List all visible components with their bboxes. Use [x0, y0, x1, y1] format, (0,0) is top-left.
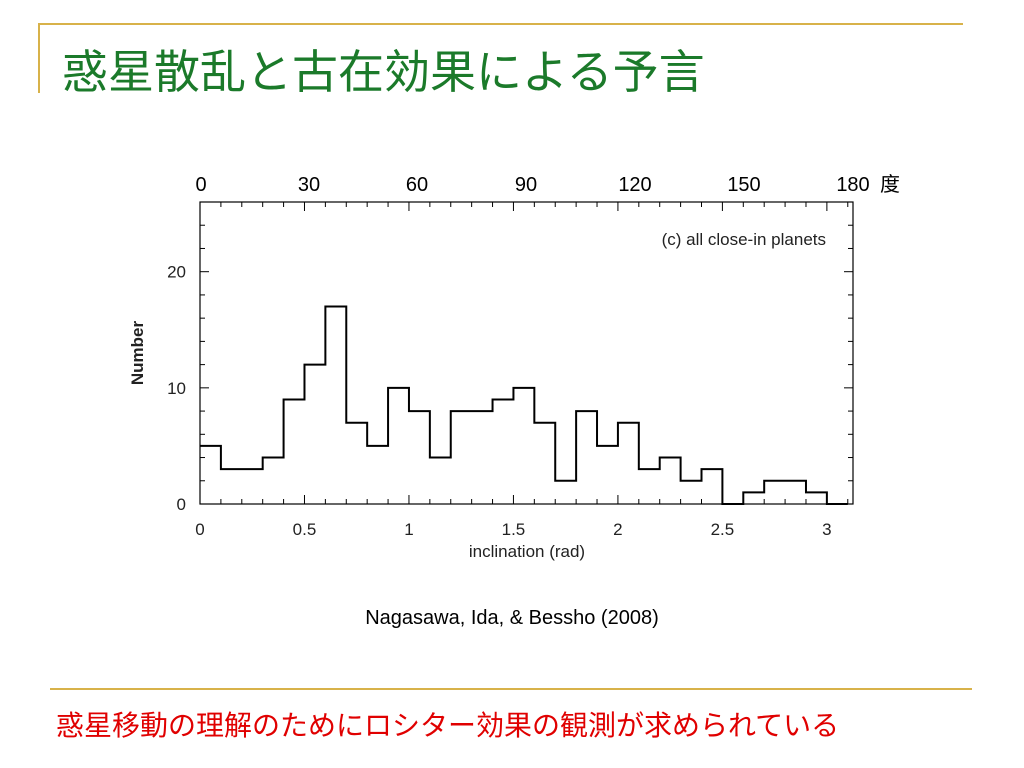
histogram-bin [681, 481, 702, 504]
y-tick-label: 0 [177, 495, 186, 514]
top-axis-tick-label: 150 [727, 174, 760, 196]
histogram-bin [618, 423, 639, 504]
histogram-bin [304, 365, 325, 504]
top-axis-tick-label: 0 [195, 174, 206, 196]
conclusion-rule [50, 688, 972, 690]
x-tick-label: 2 [613, 520, 622, 539]
histogram-bin [325, 307, 346, 504]
histogram-bin [346, 423, 367, 504]
histogram-bin [785, 481, 806, 504]
y-tick-label: 10 [167, 379, 186, 398]
x-tick-label: 1 [404, 520, 413, 539]
histogram-bin [263, 458, 284, 504]
histogram-bin [702, 469, 723, 504]
x-axis-label: inclination (rad) [469, 542, 585, 561]
histogram-bin [472, 411, 493, 504]
histogram-bin [242, 469, 263, 504]
top-axis-tick-label: 120 [618, 174, 651, 196]
top-axis-tick-label: 90 [515, 174, 537, 196]
histogram-outline [200, 305, 848, 505]
title-rule-top [38, 23, 963, 25]
x-tick-label: 1.5 [502, 520, 526, 539]
conclusion-text: 惑星移動の理解のためにロシター効果の観測が求められている [56, 709, 840, 742]
histogram-bin [597, 446, 618, 504]
axis-ticks [199, 201, 853, 505]
histogram-bin [743, 492, 764, 504]
histogram-bin [764, 481, 785, 504]
top-axis-tick-label: 180 [836, 174, 869, 196]
histogram-bin [367, 446, 388, 504]
histogram-bin [388, 388, 409, 504]
plot-frame [199, 201, 854, 505]
x-tick-label: 0 [195, 520, 204, 539]
histogram-bin [513, 388, 534, 504]
chart-annotation: (c) all close-in planets [662, 230, 826, 249]
histogram-bin [200, 446, 221, 504]
top-axis-unit: 度 [880, 173, 900, 196]
top-axis-tick-label: 60 [406, 174, 428, 196]
title-rule-left [38, 23, 40, 93]
histogram-bin [576, 411, 597, 504]
histogram-bin [534, 423, 555, 504]
histogram-bin [221, 469, 242, 504]
slide-title: 惑星散乱と古在効果による予言 [62, 45, 705, 99]
citation: Nagasawa, Ida, & Bessho (2008) [365, 607, 659, 629]
histogram-bin [806, 492, 827, 504]
y-axis-label: Number [128, 321, 147, 386]
histogram-bin [284, 399, 305, 504]
x-tick-label: 3 [822, 520, 831, 539]
histogram-bin [660, 458, 681, 504]
top-axis-tick-label: 30 [298, 174, 320, 196]
histogram-bin [409, 411, 430, 504]
histogram-bin [451, 411, 472, 504]
histogram-bin [639, 469, 660, 504]
x-tick-label: 0.5 [293, 520, 317, 539]
x-tick-label: 2.5 [711, 520, 735, 539]
histogram-bin [493, 399, 514, 504]
y-tick-label: 20 [167, 263, 186, 282]
histogram-bins [200, 307, 827, 504]
histogram-bin [555, 481, 576, 504]
histogram-bin [430, 458, 451, 504]
